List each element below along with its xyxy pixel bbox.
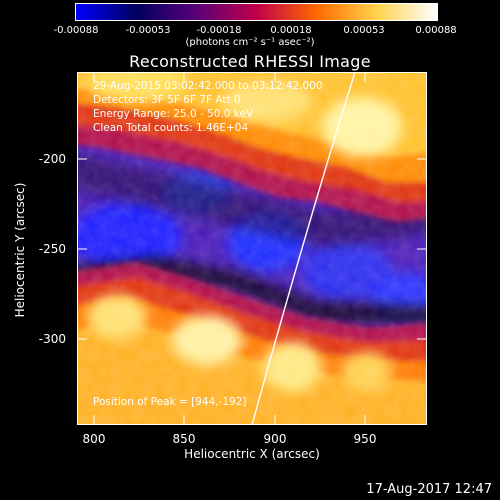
y-tick-label: -200 [38, 152, 66, 166]
rhessi-image [77, 72, 427, 425]
colorbar-unit-label: (photons cm⁻² s⁻¹ asec⁻²) [185, 37, 315, 48]
info-peak-position: Position of Peak = [944,-192] [93, 396, 247, 408]
y-tick-label: -300 [38, 332, 66, 346]
info-time-range: 29-Aug-2015 03:02:42.000 to 03:12:42.000 [93, 80, 323, 92]
info-energy-range: Energy Range: 25.0 - 50.0 keV [93, 108, 254, 120]
colorbar-tick: -0.00018 [196, 25, 242, 36]
solar-limb-line [251, 72, 356, 425]
x-tick-label: 850 [172, 432, 196, 446]
x-tick-label: 900 [263, 432, 287, 446]
x-tick-label: 800 [82, 432, 106, 446]
rhessi-image-svg [77, 72, 427, 425]
colorbar-tick: 0.00018 [270, 25, 312, 36]
colorbar [75, 3, 438, 21]
y-tick-label: -250 [38, 242, 66, 256]
image-title: Reconstructed RHESSI Image [129, 52, 371, 71]
x-tick-label: 950 [353, 432, 377, 446]
footer-date: 17-Aug-2017 12:47 [366, 482, 492, 497]
y-axis-label: Heliocentric Y (arcsec) [13, 182, 27, 318]
colorbar-tick: 0.00053 [343, 25, 385, 36]
colorbar-tick: -0.00053 [125, 25, 171, 36]
info-detectors: Detectors: 3F 5F 6F 7F Att 0 [93, 94, 241, 106]
info-clean-counts: Clean Total counts: 1.46E+04 [93, 122, 249, 134]
colorbar-tick: 0.00088 [415, 25, 457, 36]
colorbar-tick: -0.00088 [53, 25, 99, 36]
x-axis-label: Heliocentric X (arcsec) [184, 447, 320, 461]
